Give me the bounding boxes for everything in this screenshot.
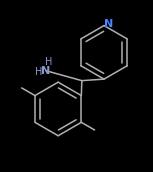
Text: N: N	[104, 19, 114, 29]
Text: H: H	[35, 67, 43, 77]
Text: H: H	[45, 57, 53, 67]
Text: N: N	[41, 66, 50, 76]
